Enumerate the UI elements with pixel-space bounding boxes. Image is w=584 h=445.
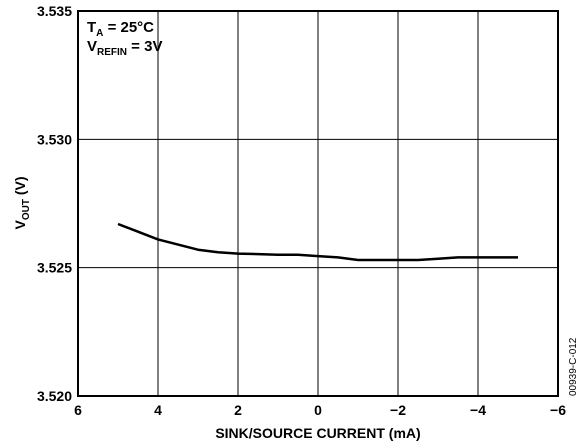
x-tick-label: 4 xyxy=(154,402,162,418)
x-tick-label: −4 xyxy=(470,402,486,418)
y-tick-label: 3.530 xyxy=(37,131,72,147)
x-tick-label: −6 xyxy=(550,402,566,418)
series-layer xyxy=(117,222,518,262)
y-tick-labels: 3.535 3.530 3.525 3.520 xyxy=(37,3,72,404)
y-tick-label: 3.525 xyxy=(37,260,72,276)
y-tick-label: 3.520 xyxy=(37,388,72,404)
x-tick-label: −2 xyxy=(390,402,406,418)
plot-frame xyxy=(77,10,559,397)
x-tick-label: 2 xyxy=(234,402,242,418)
reference-voltage-annotation: VREFIN = 3V xyxy=(87,38,162,58)
x-axis-label: SINK/SOURCE CURRENT (mA) xyxy=(215,425,420,441)
y-axis-label: VOUT (V) xyxy=(12,176,32,229)
temperature-annotation: TA = 25°C xyxy=(87,19,154,39)
grid xyxy=(78,11,558,396)
series-line xyxy=(117,222,518,262)
figure-id: 00939-C-012 xyxy=(568,337,579,396)
x-tick-label: 0 xyxy=(314,402,322,418)
y-tick-label: 3.535 xyxy=(37,3,72,19)
x-tick-label: 6 xyxy=(74,402,82,418)
x-tick-labels: 6 4 2 0 −2 −4 −6 xyxy=(74,402,566,418)
